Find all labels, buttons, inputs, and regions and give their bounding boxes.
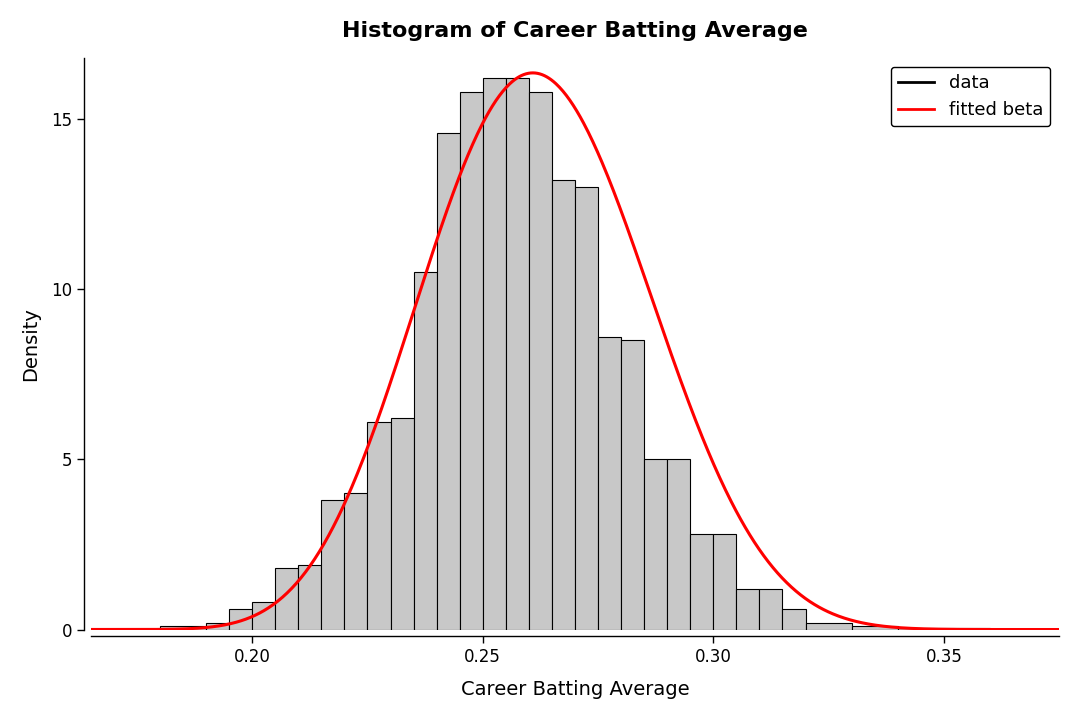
Bar xyxy=(852,626,897,629)
Bar xyxy=(690,534,713,629)
Bar xyxy=(436,132,460,629)
Bar xyxy=(644,459,667,629)
Bar xyxy=(160,626,206,629)
Bar xyxy=(529,91,552,629)
Bar xyxy=(783,609,806,629)
Bar xyxy=(598,337,621,629)
Bar xyxy=(206,623,229,629)
Bar xyxy=(275,568,298,629)
Bar xyxy=(298,565,322,629)
Bar xyxy=(414,272,436,629)
Bar xyxy=(759,589,783,629)
Bar xyxy=(505,78,529,629)
Legend: data, fitted beta: data, fitted beta xyxy=(891,67,1050,126)
Bar xyxy=(367,422,391,629)
Bar xyxy=(391,418,414,629)
Title: Histogram of Career Batting Average: Histogram of Career Batting Average xyxy=(342,21,808,41)
Bar xyxy=(575,187,598,629)
Bar xyxy=(806,623,852,629)
Y-axis label: Density: Density xyxy=(21,307,40,381)
X-axis label: Career Batting Average: Career Batting Average xyxy=(461,680,689,699)
Bar xyxy=(322,500,345,629)
Bar xyxy=(229,609,253,629)
Bar xyxy=(667,459,690,629)
Bar xyxy=(621,340,644,629)
Bar xyxy=(737,589,759,629)
Bar xyxy=(460,91,483,629)
Bar xyxy=(897,628,990,629)
Bar xyxy=(483,78,505,629)
Bar xyxy=(253,603,275,629)
Bar xyxy=(345,493,367,629)
Bar xyxy=(552,180,575,629)
Bar xyxy=(713,534,737,629)
